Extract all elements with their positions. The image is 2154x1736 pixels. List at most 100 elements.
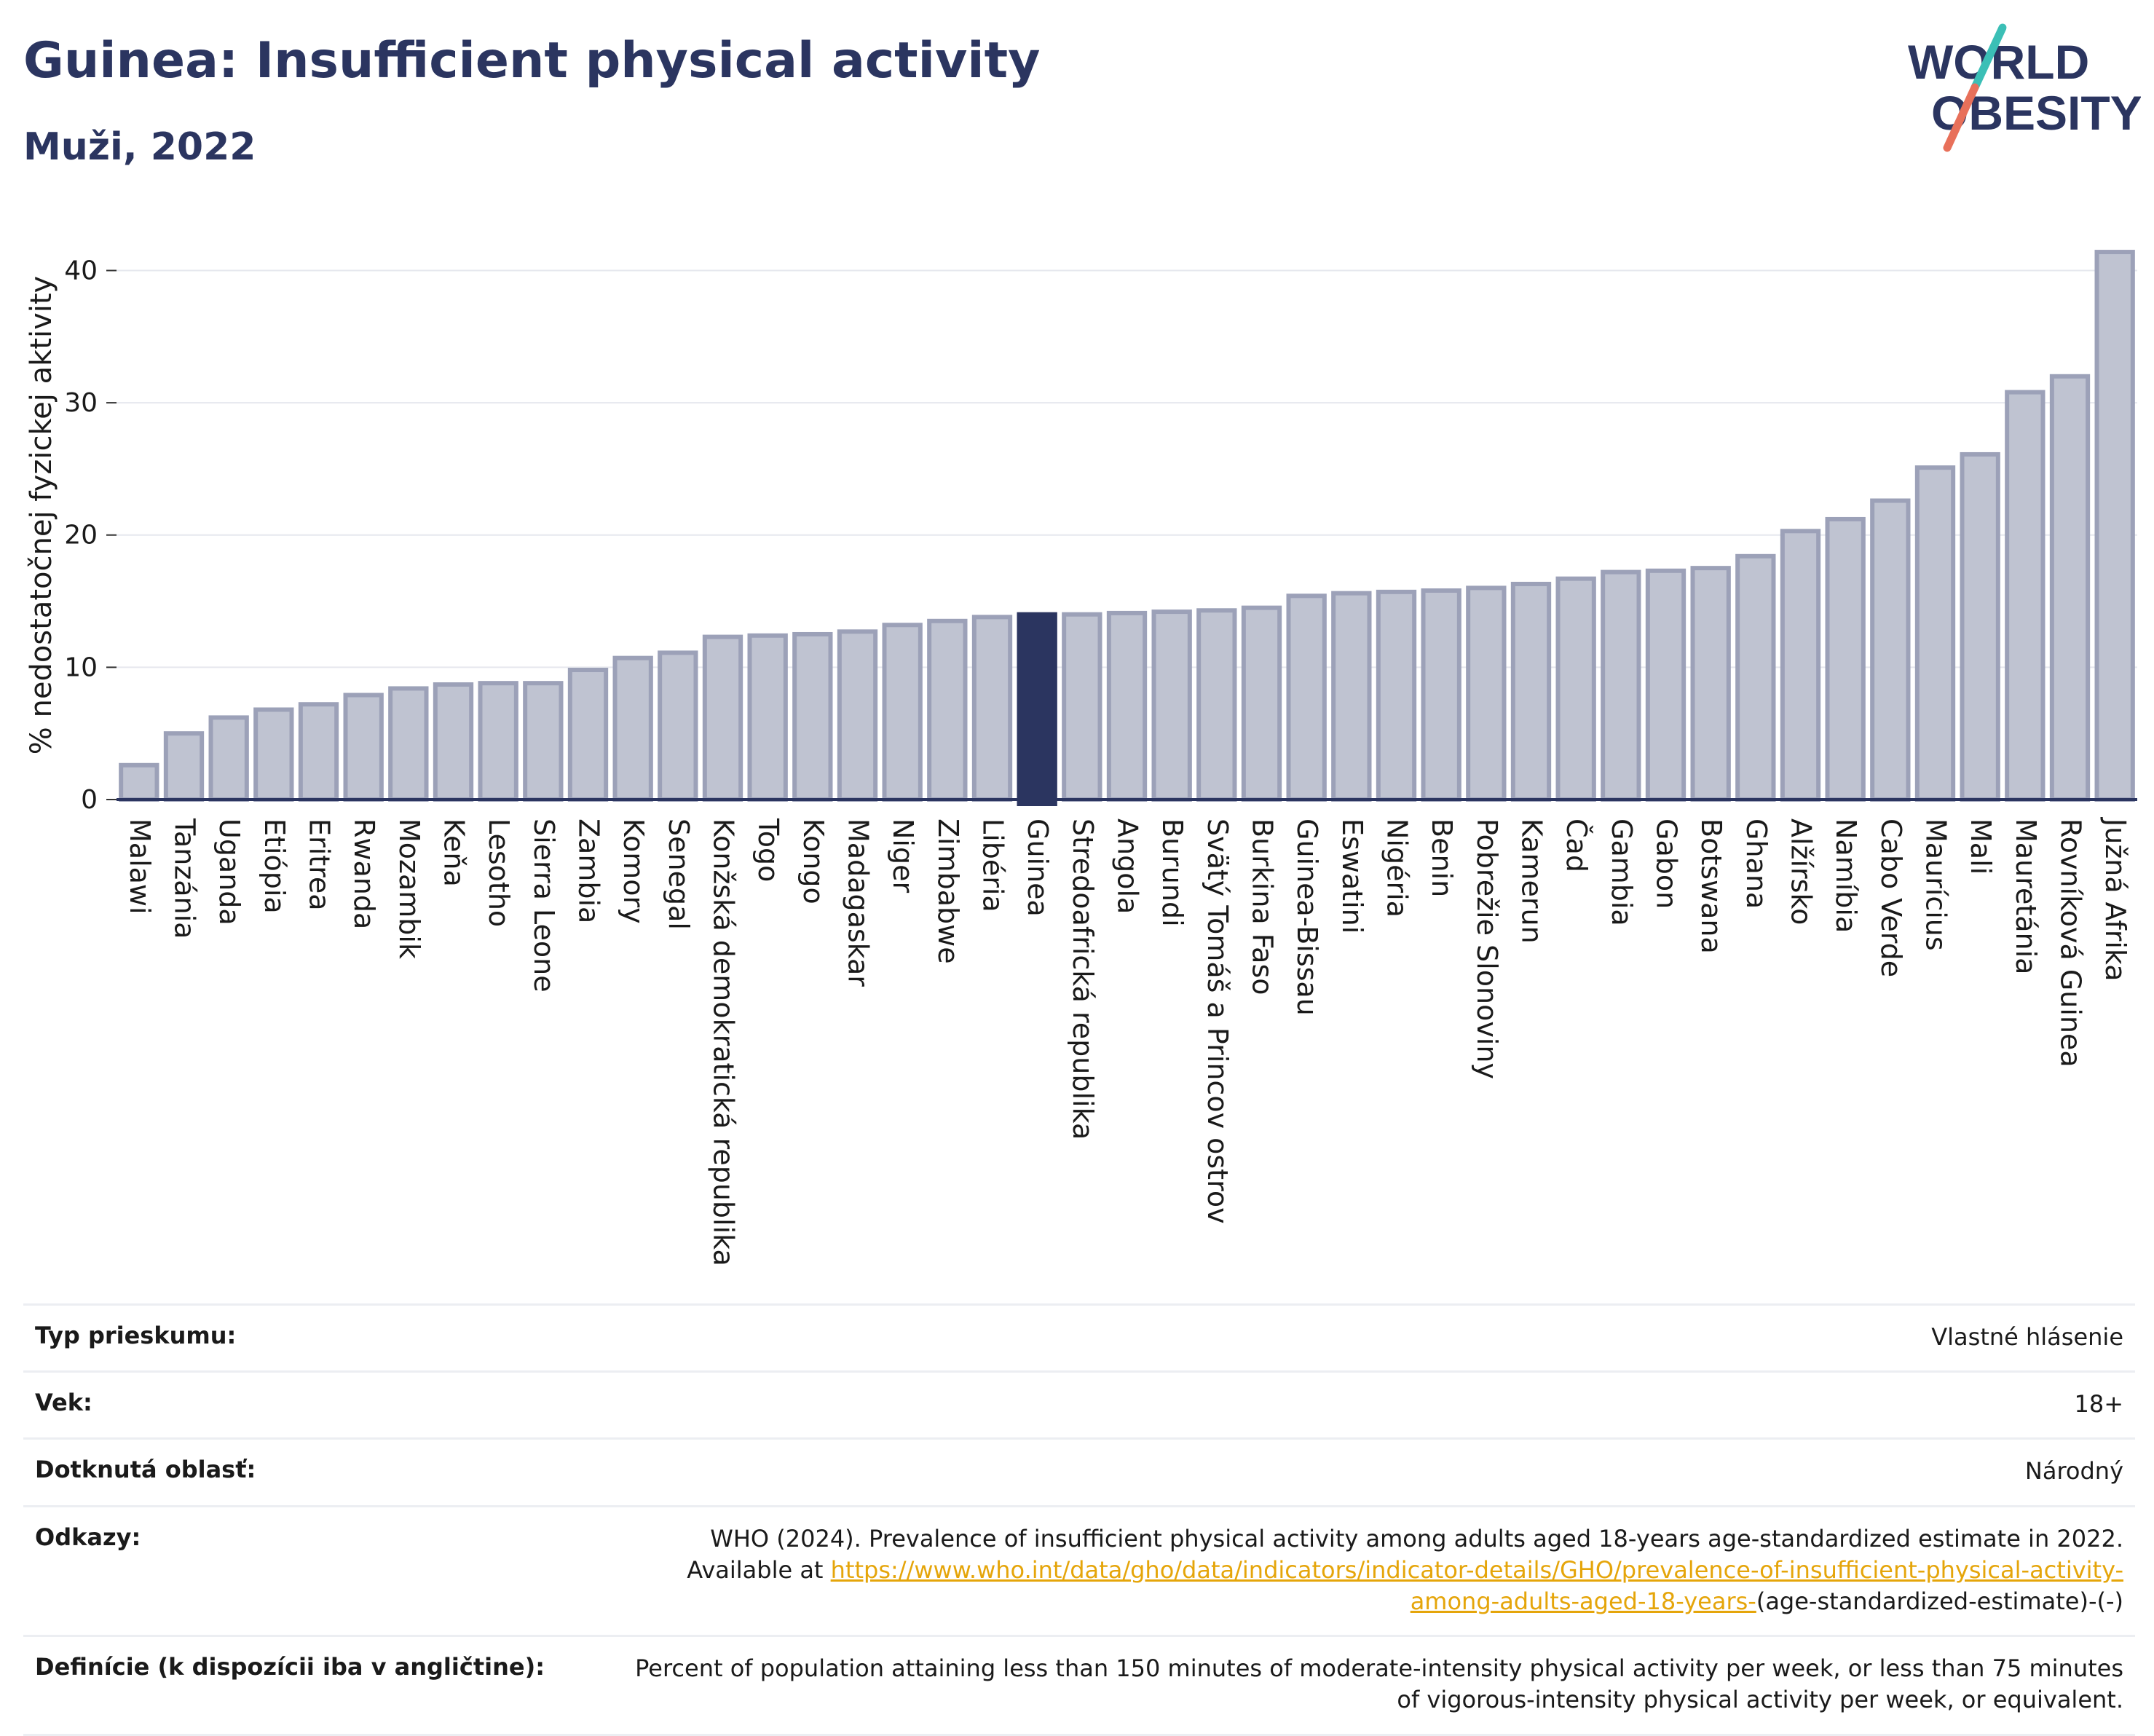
x-tick-label: Botswana (1695, 818, 1727, 954)
x-tick-label: Komory (618, 818, 650, 924)
info-label: Definície (k dispozícii iba v angličtine… (35, 1653, 545, 1681)
x-tick-label: Maurícius (1920, 818, 1952, 951)
reference-link[interactable]: https://www.who.int/data/gho/data/indica… (830, 1555, 2123, 1615)
info-label: Vek: (35, 1389, 92, 1417)
x-tick-label: Mali (1965, 818, 1997, 875)
x-tick-label: Zambia (573, 818, 605, 923)
x-tick-label: Sierra Leone (528, 818, 560, 993)
x-tick-label: Guinea (1022, 818, 1054, 917)
page-subtitle: Muži, 2022 (23, 125, 256, 169)
bar (1870, 498, 1911, 802)
logo-slash-teal (1970, 23, 2007, 92)
x-tick-label: Alžírsko (1786, 818, 1818, 925)
bar (792, 631, 833, 802)
info-row-references: Odkazy: WHO (2024). Prevalence of insuff… (23, 1504, 2135, 1636)
x-tick-label: Namíbia (1830, 818, 1862, 933)
bar (1376, 589, 1417, 802)
x-tick-label: Kamerun (1516, 818, 1548, 944)
bar (1645, 568, 1686, 802)
bar (1601, 569, 1641, 802)
world-obesity-logo: WORLD OBESITY (1908, 23, 2141, 152)
bar (837, 629, 878, 802)
info-row-definitions: Definície (k dispozícii iba v angličtine… (23, 1635, 2135, 1736)
bar (1062, 612, 1102, 802)
x-tick-label: Libéria (977, 818, 1009, 912)
bar-highlighted (1017, 612, 1057, 807)
bar (1331, 591, 1372, 802)
x-tick-label: Kongo (797, 818, 829, 904)
x-tick-label: Čad (1561, 818, 1593, 872)
info-label: Dotknutá oblasť: (35, 1456, 256, 1484)
info-row-area: Dotknutá oblasť: Národný (23, 1437, 2135, 1504)
y-tick-label: 30 (64, 388, 98, 418)
info-label: Odkazy: (35, 1523, 141, 1551)
bar (1286, 593, 1327, 802)
x-tick-label: Eritrea (304, 818, 336, 911)
x-tick-label: Madagaskar (843, 818, 875, 987)
bar (433, 682, 474, 802)
info-value: WHO (2024). Prevalence of insufficient p… (623, 1523, 2123, 1618)
y-tick-label: 20 (64, 521, 98, 551)
bar (478, 681, 518, 802)
x-tick-label: Tanzánia (169, 818, 201, 939)
y-tick-label: 0 (81, 785, 98, 815)
bar (1106, 610, 1148, 802)
bar (343, 693, 384, 802)
x-tick-label: Benin (1426, 818, 1458, 897)
bar (1960, 451, 2000, 802)
bar (1241, 605, 1282, 802)
bar (253, 707, 294, 802)
bar (208, 715, 249, 802)
x-tick-label: Gambia (1606, 818, 1638, 926)
x-tick-label: Rovníková Guinea (2055, 818, 2087, 1068)
x-tick-label: Angola (1112, 818, 1144, 914)
reference-suffix: (age-standardized-estimate)-(-) (1756, 1587, 2123, 1615)
x-tick-label: Konžská demokratická republika (708, 818, 740, 1266)
info-row-age: Vek: 18+ (23, 1370, 2135, 1437)
bar (1151, 609, 1192, 802)
bar (612, 655, 653, 802)
x-tick-label: Niger (887, 818, 919, 893)
x-tick-label: Zimbabwe (932, 818, 964, 964)
bar (2005, 390, 2045, 802)
x-tick-label: Burkina Faso (1247, 818, 1279, 995)
bars (119, 250, 2135, 807)
bar (882, 623, 923, 802)
x-tick-label: Senegal (663, 818, 695, 930)
page-title: Guinea: Insufficient physical activity (23, 32, 1041, 90)
bar (119, 762, 159, 802)
x-tick-label: Lesotho (483, 818, 515, 927)
bar (2094, 250, 2135, 802)
category-labels: Malawi Tanzánia Uganda Etiópia Eritrea Rwanda… (124, 817, 2131, 1266)
x-tick-label: Etiópia (259, 818, 291, 914)
x-tick-label: Cabo Verde (1875, 818, 1907, 977)
bar (1555, 576, 1596, 802)
x-tick-label: Mauretánia (2010, 818, 2042, 974)
bar (523, 681, 564, 802)
logo-slash-coral (1943, 83, 1979, 152)
x-tick-label: Togo (752, 818, 784, 882)
info-label: Typ prieskumu: (35, 1322, 237, 1349)
bar (658, 650, 698, 802)
axes: 0 10 20 30 40% nedostatočnej fyzickej aktivi… (25, 256, 2137, 815)
x-tick-label: Južná Afrika (2099, 817, 2131, 982)
x-tick-label: Ghana (1740, 818, 1772, 909)
x-tick-label: Burundi (1156, 818, 1188, 927)
bar (388, 686, 429, 802)
x-tick-label: Guinea-Bissau (1291, 818, 1323, 1016)
bar (1196, 608, 1237, 802)
x-tick-label: Pobrežie Slonoviny (1471, 818, 1503, 1079)
bar (1690, 566, 1731, 802)
bar (747, 633, 788, 802)
x-tick-label: Uganda (213, 818, 245, 926)
x-tick-label: Gabon (1651, 818, 1683, 909)
info-value: Národný (2024, 1457, 2123, 1486)
bar (702, 634, 743, 802)
bar (1466, 585, 1507, 802)
bar (1510, 581, 1552, 802)
reference-text: WHO (2024). Prevalence of insufficient p… (687, 1524, 2123, 1584)
bar-chart: 0 10 20 30 40% nedostatočnej fyzickej aktivi… (25, 250, 2137, 1266)
x-tick-label: Keňa (438, 818, 470, 887)
x-tick-label: Mozambik (393, 818, 425, 959)
bar (163, 731, 205, 802)
